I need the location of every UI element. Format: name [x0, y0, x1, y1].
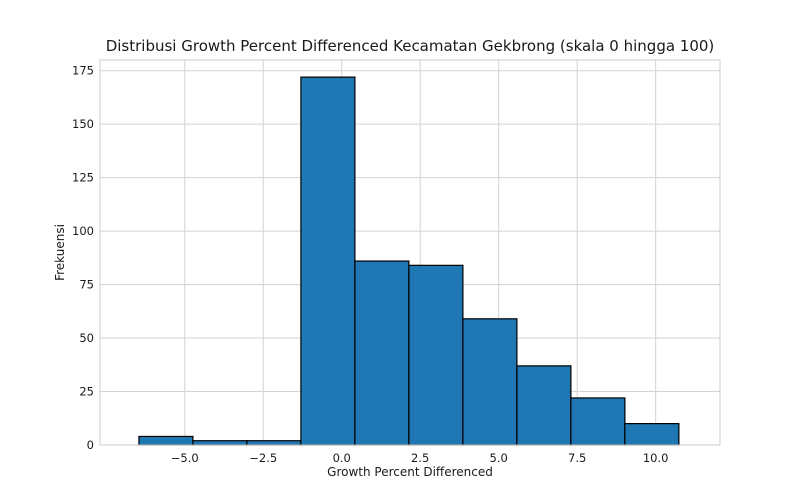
- ticks-layer: −5.0 −2.5 0.0 2.5 5.0 7.5 10.0 0 25 50 75 100 125 150…: [72, 64, 668, 465]
- plot-frame: [99, 59, 721, 446]
- x-tick-label: 0.0: [333, 451, 351, 465]
- x-tick-label: 5.0: [490, 451, 508, 465]
- chart-title: Distribusi Growth Percent Differenced Ke…: [106, 37, 715, 55]
- y-tick-label: 100: [72, 224, 94, 238]
- histogram-bar: [246, 440, 302, 446]
- y-tick-label: 175: [72, 64, 94, 78]
- x-tick-label: −5.0: [171, 451, 199, 465]
- y-tick-label: 75: [79, 278, 94, 292]
- histogram-bar: [516, 365, 572, 446]
- histogram-bar: [624, 423, 680, 446]
- histogram-bar: [462, 318, 518, 446]
- x-tick-label: 7.5: [568, 451, 586, 465]
- y-tick-label: 50: [79, 331, 94, 345]
- histogram-bar: [300, 76, 356, 446]
- x-axis-label: Growth Percent Differenced: [327, 465, 493, 479]
- x-tick-label: 10.0: [643, 451, 669, 465]
- histogram-bar: [138, 435, 194, 446]
- histogram-bar: [570, 397, 626, 446]
- x-tick-label: 2.5: [411, 451, 429, 465]
- y-tick-label: 125: [72, 171, 94, 185]
- histogram-bar: [354, 260, 410, 446]
- grid-layer: [100, 60, 720, 446]
- y-axis-label: Frekuensi: [53, 224, 67, 281]
- y-tick-label: 150: [72, 117, 94, 131]
- y-tick-label: 25: [79, 385, 94, 399]
- x-tick-label: −2.5: [249, 451, 277, 465]
- y-tick-label: 0: [87, 438, 94, 452]
- histogram-bar: [192, 440, 248, 446]
- histogram-bar: [408, 264, 464, 446]
- bars-layer: [138, 76, 680, 446]
